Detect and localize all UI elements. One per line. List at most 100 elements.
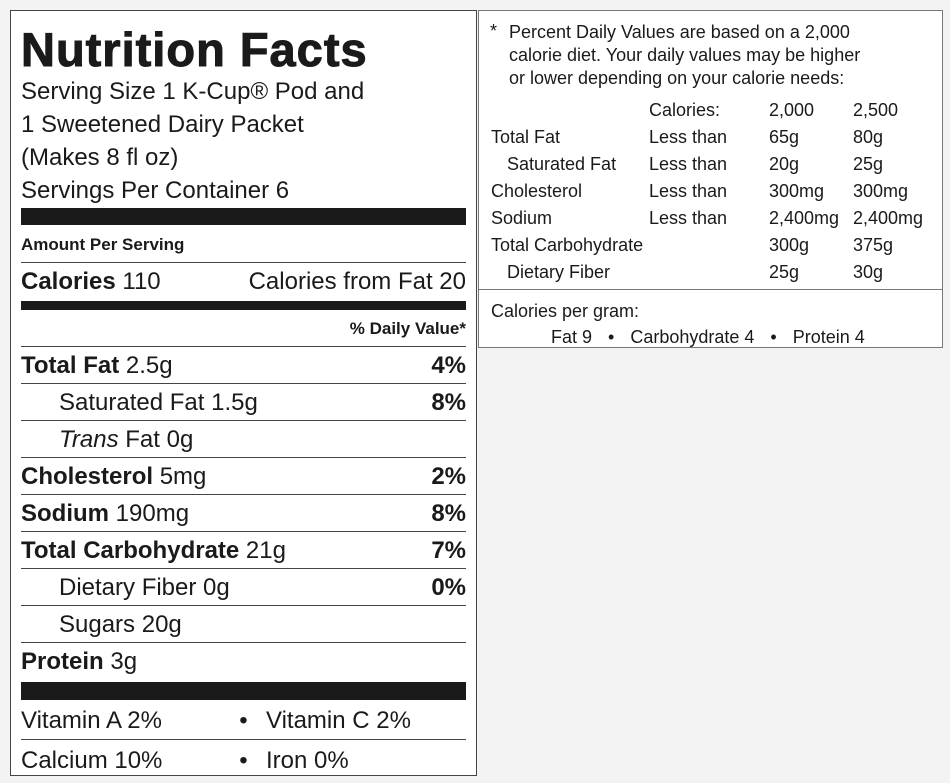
nutrient: Dietary Fiber 0g <box>21 569 230 605</box>
daily-value: 0% <box>431 574 466 601</box>
thick-bar <box>21 682 466 700</box>
nutrient: Saturated Fat 1.5g <box>21 384 258 420</box>
serving-line: Serving Size 1 K-Cup® Pod and <box>21 78 365 105</box>
calories-label: Calories <box>21 268 116 295</box>
footnote-line: Percent Daily Values are based on a 2,00… <box>509 22 850 42</box>
nutrient-amount: 20g <box>141 611 182 638</box>
nutrient-amount: 0g <box>203 574 230 601</box>
nutrient-row: Total Fat 2.5g 4% <box>21 347 466 384</box>
dv-row: Dietary Fiber 25g 30g <box>479 259 942 286</box>
dv-limit: Less than <box>649 127 728 147</box>
nutrient-name: Saturated Fat <box>59 389 205 416</box>
bullet: • <box>239 747 248 774</box>
nutrient-row: Trans Fat 0g <box>21 421 466 458</box>
serving-line: Servings Per Container 6 <box>21 177 290 204</box>
daily-value: 2% <box>431 463 466 490</box>
nutrient-amount: 5mg <box>159 463 207 490</box>
dv-limit: Less than <box>649 154 728 174</box>
dv-row: Total Fat Less than 65g 80g <box>479 124 942 151</box>
dv-row: Saturated Fat Less than 20g 25g <box>479 151 942 178</box>
nutrient-name: Total Carbohydrate <box>21 537 240 564</box>
nutrient-name: Sodium <box>21 500 109 527</box>
dv-value: 25g <box>769 262 800 282</box>
bullet: • <box>608 327 615 347</box>
dv-header: Calories: 2,000 2,500 <box>479 97 942 124</box>
nutrient-amount: 3g <box>110 648 138 675</box>
daily-value: 8% <box>431 389 466 416</box>
vitamin: Iron 0% <box>266 747 349 774</box>
dv-value: 25g <box>853 154 884 174</box>
per-gram-item: Carbohydrate 4 <box>630 327 755 347</box>
dv-value: 300mg <box>853 181 909 201</box>
dv-limit: Less than <box>649 181 728 201</box>
nutrient-row: Sugars 20g <box>21 606 466 643</box>
nutrient: Protein 3g <box>21 643 137 680</box>
nutrient-amount: 190mg <box>115 500 190 527</box>
footnote-marker: * <box>490 21 498 41</box>
nutrient: Total Fat 2.5g <box>21 347 173 383</box>
footnote-line: or lower depending on your calorie needs… <box>509 68 845 88</box>
dv-limit: Less than <box>649 208 728 228</box>
footnote-line: calorie diet. Your daily values may be h… <box>509 45 861 65</box>
per-gram-items: Fat 9 • Carbohydrate 4 • Protein 4 <box>479 324 942 350</box>
nutrient-name: Dietary Fiber <box>59 574 197 601</box>
nutrient-row: Total Carbohydrate 21g 7% <box>21 532 466 569</box>
per-gram-item: Fat 9 <box>551 327 593 347</box>
nutrient-row: Dietary Fiber 0g 0% <box>21 569 466 606</box>
per-gram-item: Protein 4 <box>792 327 865 347</box>
dv-name: Total Carbohydrate <box>491 235 644 255</box>
bullet: • <box>239 707 248 734</box>
nutrient-name: Sugars <box>59 611 136 638</box>
nutrient-name: Cholesterol <box>21 463 154 490</box>
bullet: • <box>770 327 777 347</box>
vitamin: Calcium 10% <box>21 747 163 774</box>
dv-value: 2,400mg <box>769 208 840 228</box>
nutrient-name: Fat <box>125 426 160 453</box>
nutrient-name: Total Fat <box>21 352 120 379</box>
nutrient-amount: 0g <box>166 426 194 453</box>
daily-values-footnote: * Percent Daily Values are based on a 2,0… <box>478 10 943 348</box>
calories-value: 110 <box>122 268 161 295</box>
nutrient-amount: 1.5g <box>211 389 258 416</box>
dv-value: 300g <box>769 235 810 255</box>
serving-line: (Makes 8 fl oz) <box>21 144 179 171</box>
dv-value: 375g <box>853 235 894 255</box>
thick-bar <box>21 208 466 225</box>
dv-value: 65g <box>769 127 800 147</box>
calories: Calories 110 <box>21 263 161 301</box>
title: Nutrition Facts <box>21 23 368 76</box>
daily-value: 8% <box>431 500 466 527</box>
dv-name: Saturated Fat <box>507 154 617 174</box>
dv-header-cell: Calories: <box>649 100 721 120</box>
daily-value: 4% <box>431 352 466 379</box>
nutrient-row: Protein 3g <box>21 643 466 680</box>
dv-name: Total Fat <box>491 127 561 147</box>
calories-from-fat: Calories from Fat 20 <box>248 268 466 295</box>
nutrient-row: Cholesterol 5mg 2% <box>21 458 466 495</box>
daily-value: 7% <box>431 537 466 564</box>
dv-name: Sodium <box>491 208 553 228</box>
dv-value: 30g <box>853 262 884 282</box>
nutrient-amount: 2.5g <box>125 352 173 379</box>
daily-value-header: % Daily Value* <box>21 310 466 347</box>
nutrient: Trans Fat 0g <box>21 421 193 457</box>
dv-table: Calories: 2,000 2,500 Total Fat Less than 65g… <box>479 97 942 286</box>
calories-per-gram: Calories per gram: Fat 9 • Carbohydrate 4 • P… <box>479 289 942 350</box>
vitamin-row: Vitamin A 2% • Vitamin C 2% <box>21 700 466 740</box>
nutrient-row: Sodium 190mg 8% <box>21 495 466 532</box>
per-gram-label: Calories per gram: <box>491 301 640 321</box>
nutrient: Sodium 190mg <box>21 495 189 531</box>
dv-row: Cholesterol Less than 300mg 300mg <box>479 178 942 205</box>
nutrition-label: Nutrition Facts Serving Size 1 K-Cup® Pod… <box>10 10 477 776</box>
nutrient: Total Carbohydrate 21g <box>21 532 286 568</box>
nutrient-name: Protein <box>21 648 104 675</box>
nutrient-row: Saturated Fat 1.5g 8% <box>21 384 466 421</box>
amount-per-serving: Amount Per Serving <box>21 225 466 263</box>
dv-name: Cholesterol <box>491 181 583 201</box>
calories-row: Calories 110 Calories from Fat 20 <box>21 263 466 310</box>
dv-value: 80g <box>853 127 884 147</box>
nutrient-prefix: Trans <box>59 426 119 453</box>
dv-value: 2,400mg <box>853 208 924 228</box>
dv-row: Total Carbohydrate 300g 375g <box>479 232 942 259</box>
